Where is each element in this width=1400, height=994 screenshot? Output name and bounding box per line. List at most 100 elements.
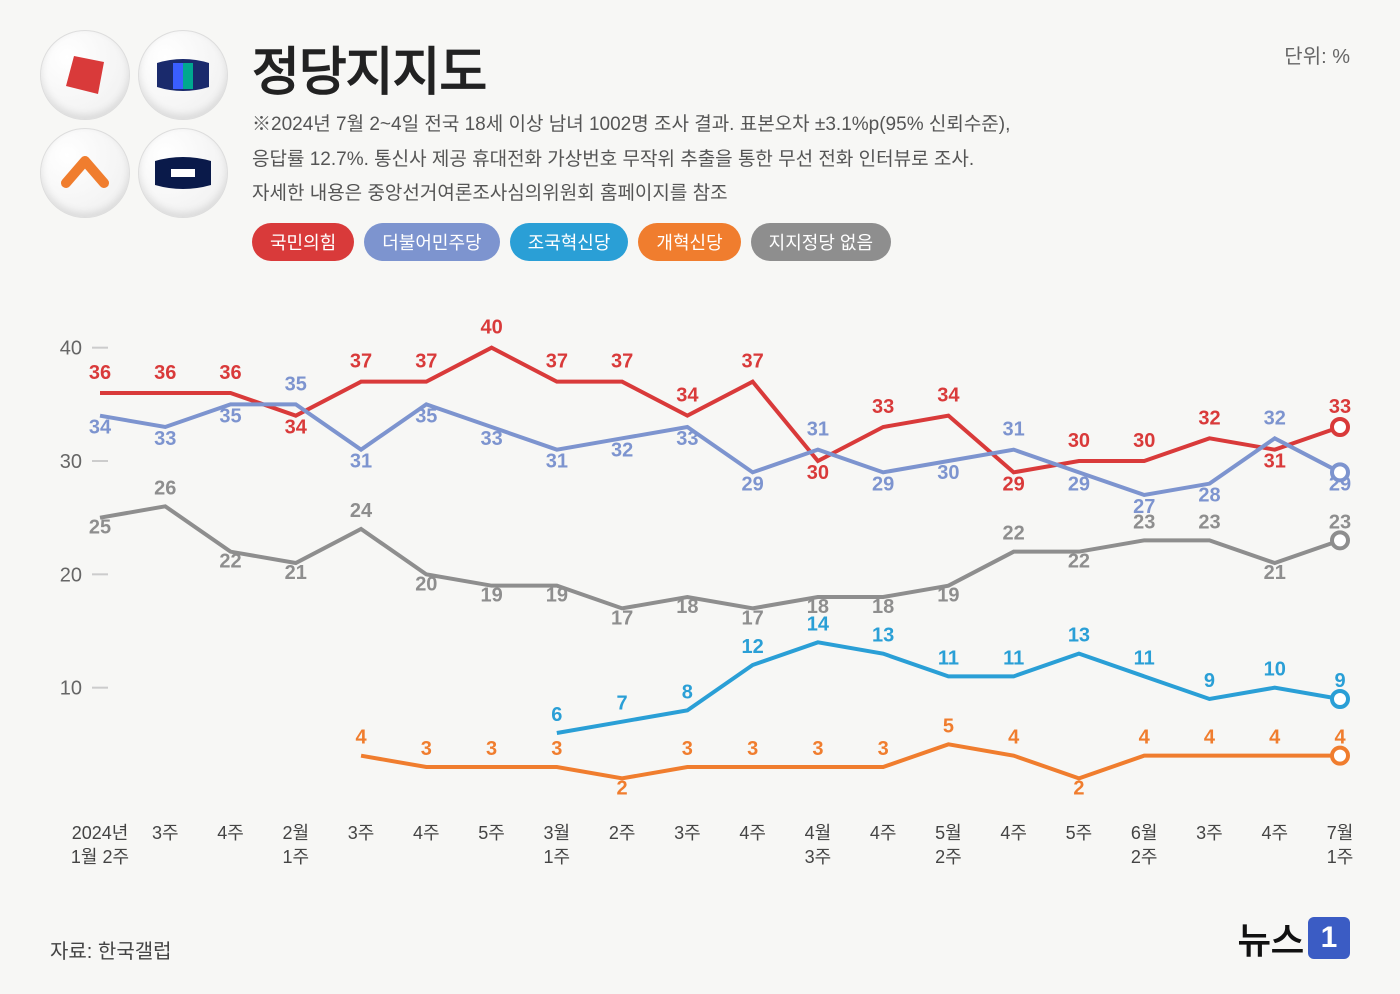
svg-text:4주: 4주: [413, 823, 440, 843]
svg-text:22: 22: [1068, 550, 1090, 572]
svg-text:28: 28: [1198, 484, 1220, 506]
svg-text:19: 19: [937, 584, 959, 606]
svg-text:35: 35: [415, 405, 437, 427]
svg-text:18: 18: [807, 596, 829, 618]
logo-ppp: [40, 30, 130, 120]
svg-text:31: 31: [1003, 418, 1025, 440]
svg-text:2: 2: [617, 777, 628, 799]
svg-text:11: 11: [938, 647, 959, 669]
svg-text:4주: 4주: [1261, 823, 1288, 843]
svg-text:31: 31: [1264, 450, 1286, 472]
logo-reform: [40, 128, 130, 218]
svg-text:35: 35: [285, 373, 307, 395]
news-brand-text: 뉴스: [1238, 912, 1304, 964]
svg-text:24: 24: [350, 500, 373, 522]
svg-text:4주: 4주: [217, 823, 244, 843]
svg-text:19: 19: [480, 584, 502, 606]
svg-text:34: 34: [937, 384, 960, 406]
legend-item: 조국혁신당: [510, 223, 629, 261]
svg-text:35: 35: [219, 405, 241, 427]
svg-text:4주: 4주: [739, 823, 766, 843]
svg-text:30: 30: [937, 462, 959, 484]
svg-text:29: 29: [1003, 473, 1025, 495]
svg-text:2주: 2주: [1131, 847, 1158, 867]
svg-text:22: 22: [219, 550, 241, 572]
svg-text:32: 32: [1198, 407, 1220, 429]
svg-text:32: 32: [1264, 407, 1286, 429]
svg-text:9: 9: [1204, 670, 1215, 692]
svg-text:23: 23: [1133, 511, 1155, 533]
svg-text:37: 37: [415, 350, 437, 372]
svg-text:21: 21: [285, 562, 307, 584]
svg-text:31: 31: [807, 418, 829, 440]
svg-text:34: 34: [89, 416, 112, 438]
subtitle-line2: 응답률 12.7%. 통신사 제공 휴대전화 가상번호 무작위 추출을 통한 무…: [252, 146, 1360, 175]
svg-text:29: 29: [1068, 473, 1090, 495]
chart-svg: 102030402024년1월 2주3주4주2월1주3주4주5주3월1주2주3주…: [40, 281, 1360, 901]
source-label: 자료: 한국갤럽: [50, 935, 172, 964]
svg-text:22: 22: [1003, 522, 1025, 544]
svg-text:18: 18: [872, 596, 894, 618]
svg-text:37: 37: [611, 350, 633, 372]
svg-text:3주: 3주: [348, 823, 375, 843]
legend: 국민의힘 더불어민주당 조국혁신당개혁신당 지지정당 없음: [252, 223, 1360, 261]
svg-text:9: 9: [1334, 670, 1345, 692]
svg-text:2: 2: [1073, 777, 1084, 799]
unit-label: 단위: %: [1284, 40, 1350, 69]
svg-text:4월: 4월: [805, 823, 832, 843]
svg-text:3: 3: [747, 738, 758, 760]
svg-text:36: 36: [219, 362, 241, 384]
svg-text:30: 30: [807, 462, 829, 484]
svg-text:37: 37: [742, 350, 764, 372]
svg-text:3주: 3주: [674, 823, 701, 843]
svg-text:8: 8: [682, 681, 693, 703]
party-logos: [40, 30, 228, 218]
svg-text:40: 40: [480, 316, 502, 338]
svg-text:11: 11: [1003, 647, 1024, 669]
legend-item: 더불어민주당: [364, 223, 499, 261]
svg-text:20: 20: [415, 573, 437, 595]
svg-text:13: 13: [872, 624, 894, 646]
svg-text:4: 4: [1334, 726, 1346, 748]
svg-text:34: 34: [676, 384, 699, 406]
news-one-badge: 1: [1308, 917, 1350, 959]
subtitle-line1: ※2024년 7월 2~4일 전국 18세 이상 남녀 1002명 조사 결과.…: [252, 111, 1360, 140]
svg-text:19: 19: [546, 584, 568, 606]
svg-text:23: 23: [1329, 511, 1351, 533]
svg-text:20: 20: [60, 564, 82, 586]
svg-text:29: 29: [742, 473, 764, 495]
svg-text:37: 37: [546, 350, 568, 372]
header: 정당지지도 ※2024년 7월 2~4일 전국 18세 이상 남녀 1002명 …: [40, 30, 1360, 261]
news-logo: 뉴스 1: [1238, 912, 1350, 964]
title-block: 정당지지도 ※2024년 7월 2~4일 전국 18세 이상 남녀 1002명 …: [252, 30, 1360, 261]
svg-text:5주: 5주: [478, 823, 505, 843]
svg-text:4: 4: [1269, 726, 1281, 748]
svg-text:3: 3: [812, 738, 823, 760]
svg-text:5: 5: [943, 715, 954, 737]
svg-text:2024년: 2024년: [72, 823, 129, 843]
svg-text:1월 2주: 1월 2주: [71, 847, 129, 867]
svg-text:33: 33: [676, 428, 698, 450]
svg-text:7: 7: [617, 692, 628, 714]
svg-text:36: 36: [89, 362, 111, 384]
svg-text:3월: 3월: [544, 823, 571, 843]
svg-text:3: 3: [486, 738, 497, 760]
legend-item: 국민의힘: [252, 223, 354, 261]
legend-item: 지지정당 없음: [751, 223, 891, 261]
svg-text:5월: 5월: [935, 823, 962, 843]
logo-rebuild: [138, 128, 228, 218]
line-chart: 102030402024년1월 2주3주4주2월1주3주4주5주3월1주2주3주…: [40, 281, 1360, 901]
svg-text:2주: 2주: [609, 823, 636, 843]
svg-text:4주: 4주: [1000, 823, 1027, 843]
svg-text:30: 30: [1133, 430, 1155, 452]
chart-title: 정당지지도: [252, 30, 1360, 105]
svg-text:36: 36: [154, 362, 176, 384]
svg-text:2주: 2주: [935, 847, 962, 867]
svg-text:31: 31: [546, 450, 568, 472]
svg-text:17: 17: [742, 607, 764, 629]
svg-text:4: 4: [1139, 726, 1151, 748]
svg-text:10: 10: [60, 677, 82, 699]
svg-text:3주: 3주: [805, 847, 832, 867]
svg-text:33: 33: [480, 428, 502, 450]
legend-item: 개혁신당: [638, 223, 740, 261]
